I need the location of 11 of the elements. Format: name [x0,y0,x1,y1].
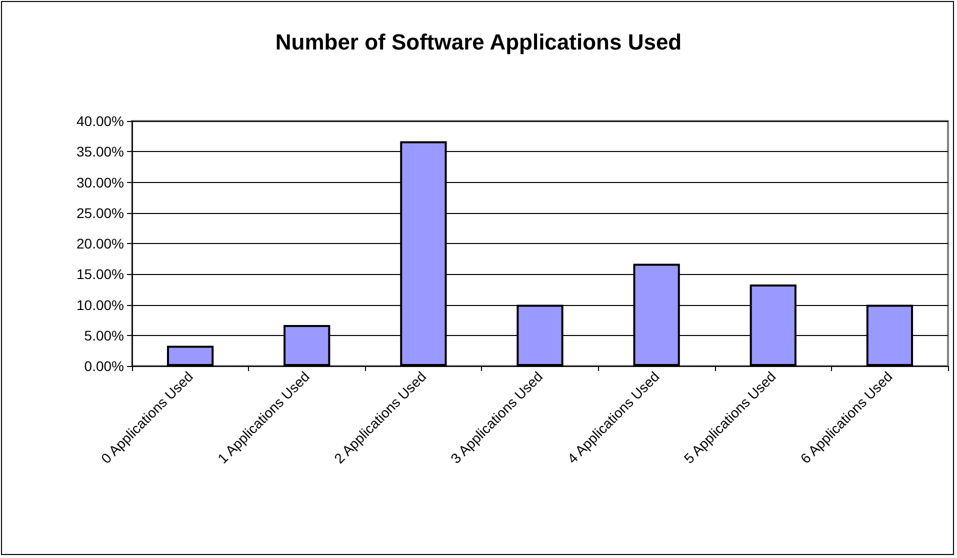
y-tick-label: 5.00% [84,327,124,344]
y-tick-label: 0.00% [84,358,124,374]
y-tick-label: 30.00% [76,174,124,190]
y-tick-label: 15.00% [76,266,124,282]
bar [166,346,214,366]
y-tick-label: 40.00% [76,113,124,129]
y-tick-label: 20.00% [76,236,124,252]
y-tick-label: 25.00% [76,204,124,221]
y-tick-label: 10.00% [76,296,124,313]
chart-title: Number of Software Applications Used [275,30,682,54]
y-tick-label: 35.00% [76,144,124,160]
